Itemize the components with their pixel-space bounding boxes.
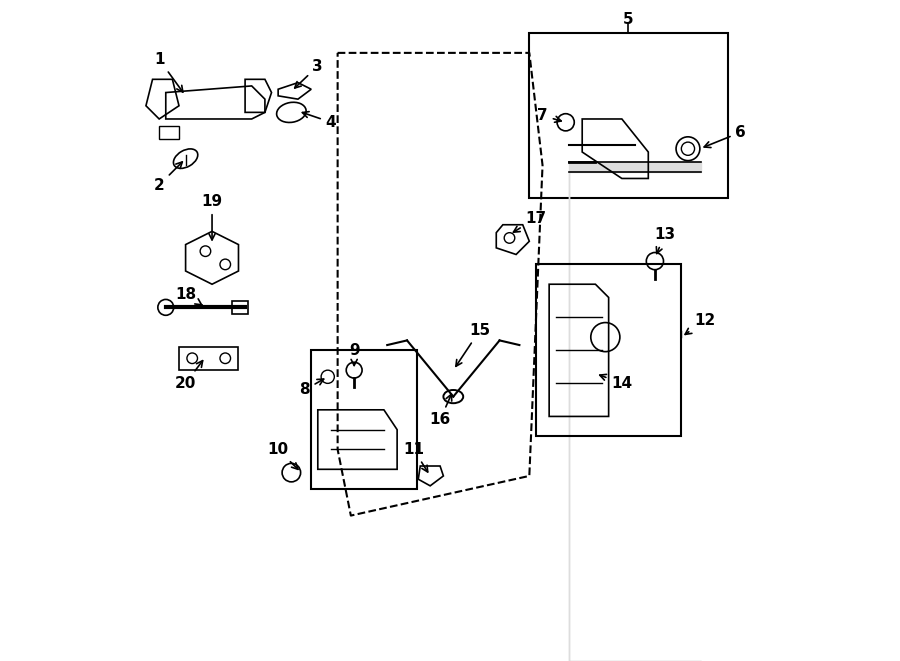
Text: 9: 9: [349, 343, 359, 366]
Text: 16: 16: [429, 394, 452, 427]
Text: 13: 13: [654, 227, 675, 254]
Text: 18: 18: [175, 287, 202, 305]
Text: 2: 2: [154, 162, 183, 192]
Text: 17: 17: [513, 211, 546, 232]
Bar: [529, 33, 727, 198]
Text: 3: 3: [294, 59, 323, 88]
Text: 8: 8: [300, 379, 324, 397]
Bar: [232, 301, 248, 314]
Text: 11: 11: [403, 442, 427, 472]
Bar: [536, 264, 681, 436]
Bar: [311, 350, 417, 489]
Text: 10: 10: [267, 442, 298, 469]
Text: 5: 5: [623, 13, 634, 27]
Text: 15: 15: [456, 323, 491, 366]
Text: 1: 1: [154, 52, 183, 92]
Text: 7: 7: [537, 108, 562, 123]
Text: 12: 12: [685, 313, 716, 334]
Text: 14: 14: [599, 374, 633, 391]
Text: 20: 20: [175, 361, 202, 391]
Text: 4: 4: [302, 112, 337, 130]
Text: 19: 19: [202, 194, 222, 240]
Text: 6: 6: [704, 125, 746, 147]
